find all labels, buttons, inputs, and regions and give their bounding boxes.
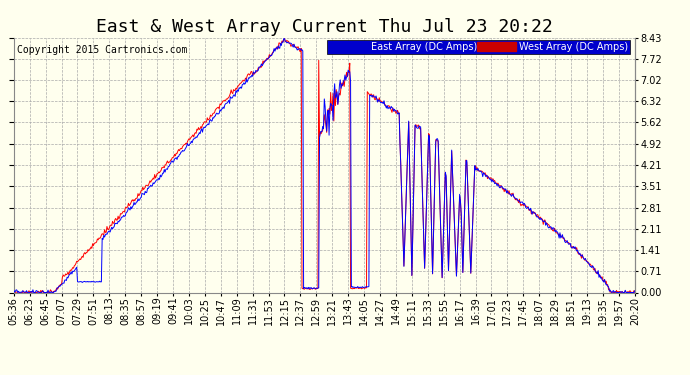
Legend: East Array (DC Amps), West Array (DC Amps): East Array (DC Amps), West Array (DC Amp… xyxy=(327,40,630,54)
Title: East & West Array Current Thu Jul 23 20:22: East & West Array Current Thu Jul 23 20:… xyxy=(96,18,553,36)
Text: Copyright 2015 Cartronics.com: Copyright 2015 Cartronics.com xyxy=(17,45,187,55)
